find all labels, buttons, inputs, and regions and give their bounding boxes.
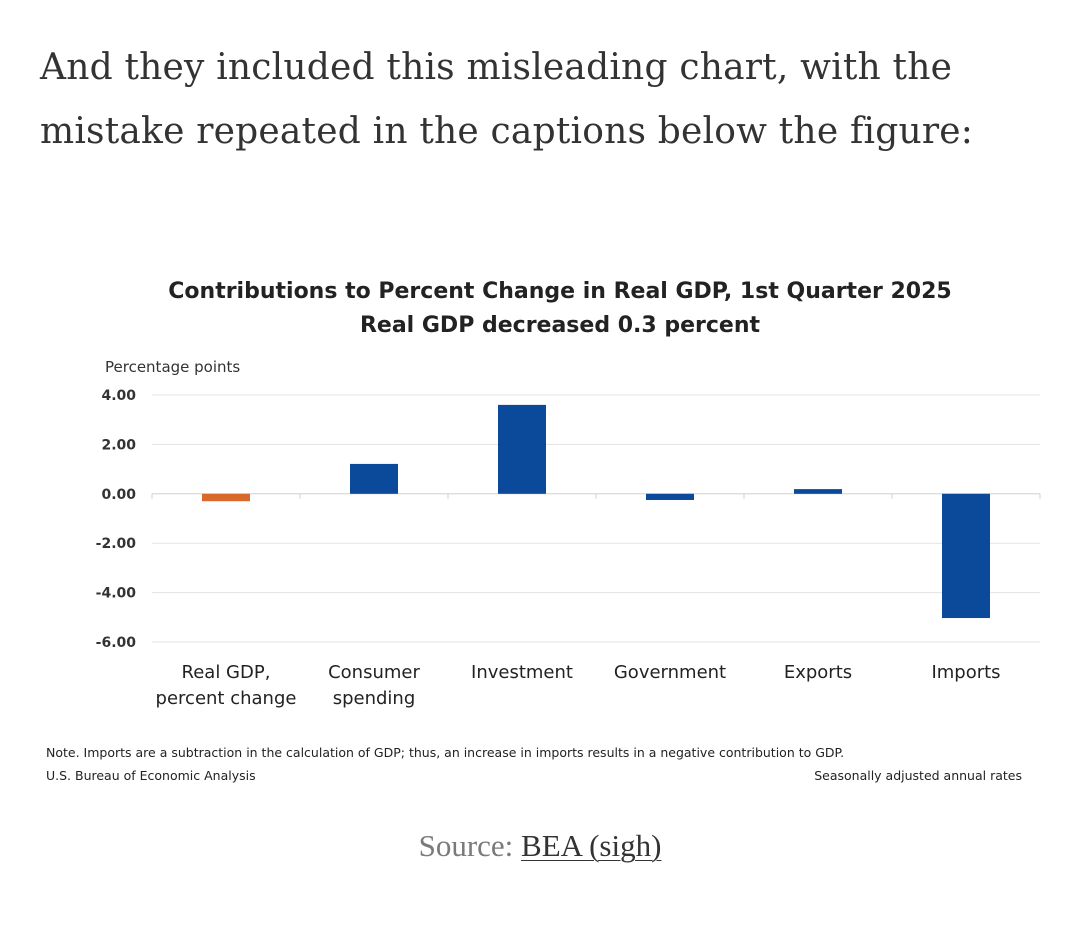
chart-note: Note. Imports are a subtraction in the c… <box>46 745 844 760</box>
bar-exports <box>794 489 842 494</box>
bar-government <box>646 493 694 500</box>
y-tick-label: -6.00 <box>96 635 137 651</box>
y-tick-label: -2.00 <box>96 536 137 552</box>
y-tick-label: 4.00 <box>101 388 136 404</box>
y-tick-label: 0.00 <box>101 487 136 503</box>
bars <box>202 404 990 619</box>
x-tick-label: percent change <box>156 688 297 709</box>
caption-prefix: Source: <box>418 828 522 863</box>
bar-investment <box>498 404 546 494</box>
y-tick-label: 2.00 <box>101 437 136 453</box>
x-tick-label: Government <box>614 662 726 683</box>
gdp-contributions-chart: Contributions to Percent Change in Real … <box>46 279 1041 783</box>
chart-rates-label: Seasonally adjusted annual rates <box>814 768 1022 783</box>
figure-caption: Source: BEA (sigh) <box>0 828 1080 864</box>
bar-real-gdp <box>202 493 250 502</box>
source-link[interactable]: BEA (sigh) <box>521 828 662 863</box>
x-tick-label: Real GDP, <box>182 662 271 683</box>
x-tick-label: spending <box>333 688 416 709</box>
x-tick-label: Imports <box>931 662 1000 683</box>
intro-line-2: mistake repeated in the captions below t… <box>40 111 974 152</box>
intro-paragraph: And they included this misleading chart,… <box>40 36 1040 164</box>
x-tick-label: Investment <box>471 662 573 683</box>
y-tick-label: -4.00 <box>96 586 137 602</box>
y-axis-label: Percentage points <box>105 358 240 376</box>
bar-imports <box>942 493 990 619</box>
bar-consumer <box>350 463 398 494</box>
chart-source: U.S. Bureau of Economic Analysis <box>46 768 256 783</box>
chart-title: Contributions to Percent Change in Real … <box>168 279 951 304</box>
y-tick-labels: 4.00 2.00 0.00 -2.00 -4.00 -6.00 <box>96 388 137 651</box>
gdp-chart-figure: Contributions to Percent Change in Real … <box>0 250 1080 790</box>
x-tick-label: Consumer <box>328 662 420 683</box>
intro-line-1: And they included this misleading chart,… <box>40 47 953 88</box>
gridlines <box>151 394 1041 643</box>
x-tick-label: Exports <box>784 662 852 683</box>
x-tick-labels: Real GDP, percent change Consumer spending I… <box>156 662 1001 709</box>
chart-subtitle: Real GDP decreased 0.3 percent <box>360 313 761 338</box>
